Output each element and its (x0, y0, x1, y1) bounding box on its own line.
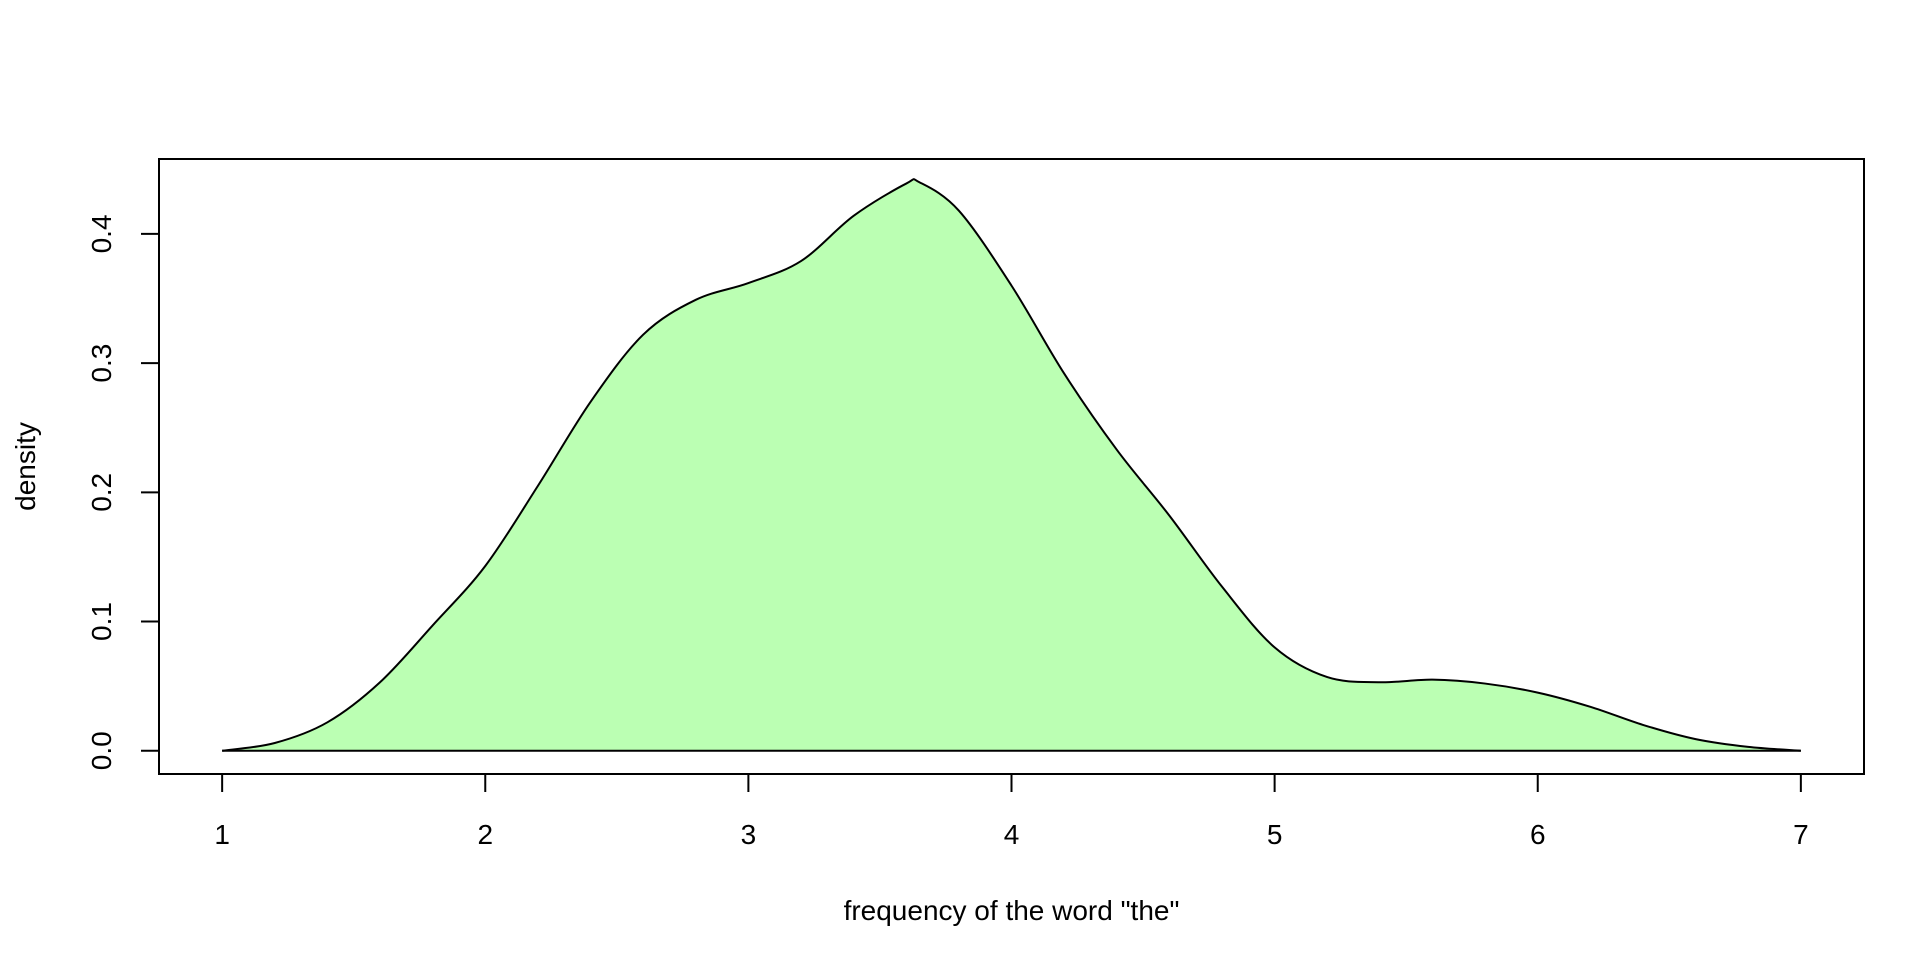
x-tick-label: 4 (1004, 819, 1020, 850)
y-axis-title: density (10, 422, 41, 511)
y-tick-label: 0.1 (86, 602, 117, 641)
y-tick-label: 0.4 (86, 214, 117, 253)
x-tick-label: 3 (741, 819, 757, 850)
x-tick-label: 7 (1793, 819, 1809, 850)
y-axis: 0.0 0.1 0.2 0.3 0.4 (86, 214, 160, 770)
x-axis-title: frequency of the word "the" (844, 895, 1180, 926)
x-axis: 1 2 3 4 5 6 7 (214, 773, 1809, 850)
y-tick-label: 0.0 (86, 731, 117, 770)
y-tick-label: 0.2 (86, 473, 117, 512)
x-tick-label: 1 (214, 819, 230, 850)
x-tick-label: 2 (477, 819, 493, 850)
density-area-fill (222, 179, 1801, 751)
plot-area (222, 178, 1801, 752)
density-curve (222, 178, 1801, 752)
x-tick-label: 6 (1530, 819, 1546, 850)
y-tick-label: 0.3 (86, 344, 117, 383)
x-tick-label: 5 (1267, 819, 1283, 850)
